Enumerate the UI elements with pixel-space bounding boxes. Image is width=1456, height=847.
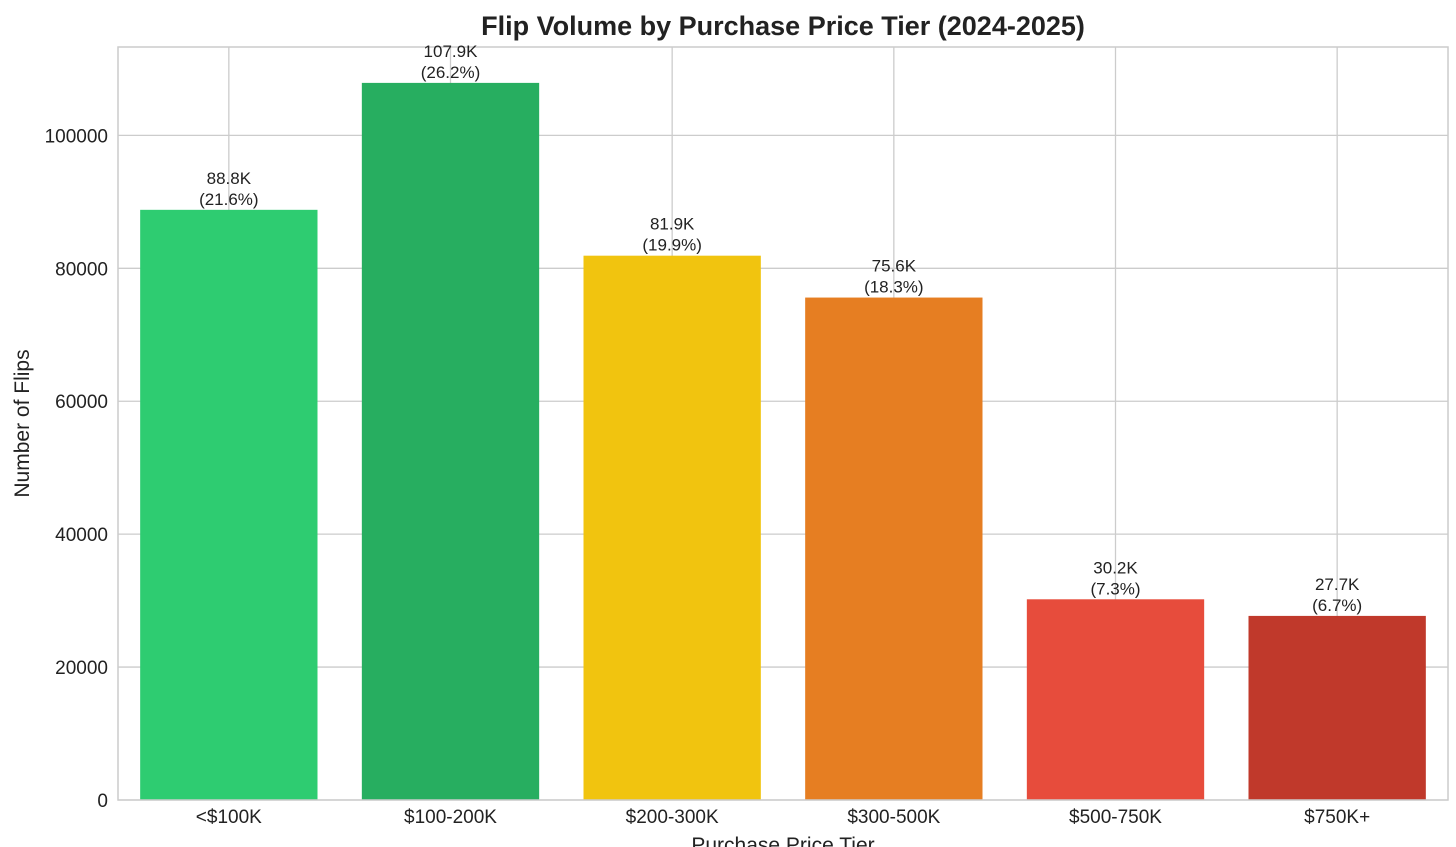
y-axis-ticks: 0 20000 40000 60000 80000 100000 [45, 126, 108, 812]
data-label-percent: (19.9%) [642, 236, 702, 255]
data-label-percent: (21.6%) [199, 190, 259, 209]
x-tick-label: $500-750K [1069, 807, 1162, 828]
x-axis-label: Purchase Price Tier [691, 834, 874, 847]
bar [805, 297, 983, 800]
data-label-percent: (18.3%) [864, 278, 924, 297]
chart-title: Flip Volume by Purchase Price Tier (2024… [481, 11, 1085, 41]
y-tick-label: 100000 [45, 126, 108, 147]
data-label-value: 75.6K [872, 257, 917, 276]
y-tick-label: 60000 [55, 392, 108, 413]
x-tick-label: $200-300K [626, 807, 719, 828]
data-label-value: 107.9K [424, 42, 479, 61]
x-axis-ticks: <$100K $100-200K $200-300K $300-500K $500-75… [196, 807, 1370, 828]
bar [140, 209, 318, 801]
data-label-value: 30.2K [1093, 558, 1138, 577]
data-label-value: 88.8K [207, 169, 252, 188]
data-labels-layer: 88.8K (21.6%) 107.9K (26.2%) 81.9K (19.9%) 75.… [199, 42, 1362, 615]
data-label-percent: (7.3%) [1090, 579, 1140, 598]
x-tick-label: $100-200K [404, 807, 497, 828]
x-tick-label: <$100K [196, 807, 262, 828]
y-tick-label: 20000 [55, 658, 108, 679]
y-tick-label: 0 [97, 791, 108, 812]
plot-frame [117, 46, 1449, 801]
bar [1026, 599, 1205, 800]
y-axis-label: Number of Flips [11, 349, 34, 497]
x-tick-label: $300-500K [847, 807, 940, 828]
data-label-percent: (6.7%) [1312, 596, 1362, 615]
bars-layer [140, 82, 1426, 801]
y-tick-label: 40000 [55, 525, 108, 546]
y-tick-label: 80000 [55, 259, 108, 280]
bar [583, 255, 761, 801]
bar [361, 82, 540, 800]
x-tick-label: $750K+ [1304, 807, 1370, 828]
data-label-percent: (26.2%) [421, 63, 481, 82]
bar [1248, 615, 1426, 800]
data-label-value: 81.9K [650, 215, 695, 234]
data-label-value: 27.7K [1315, 575, 1360, 594]
